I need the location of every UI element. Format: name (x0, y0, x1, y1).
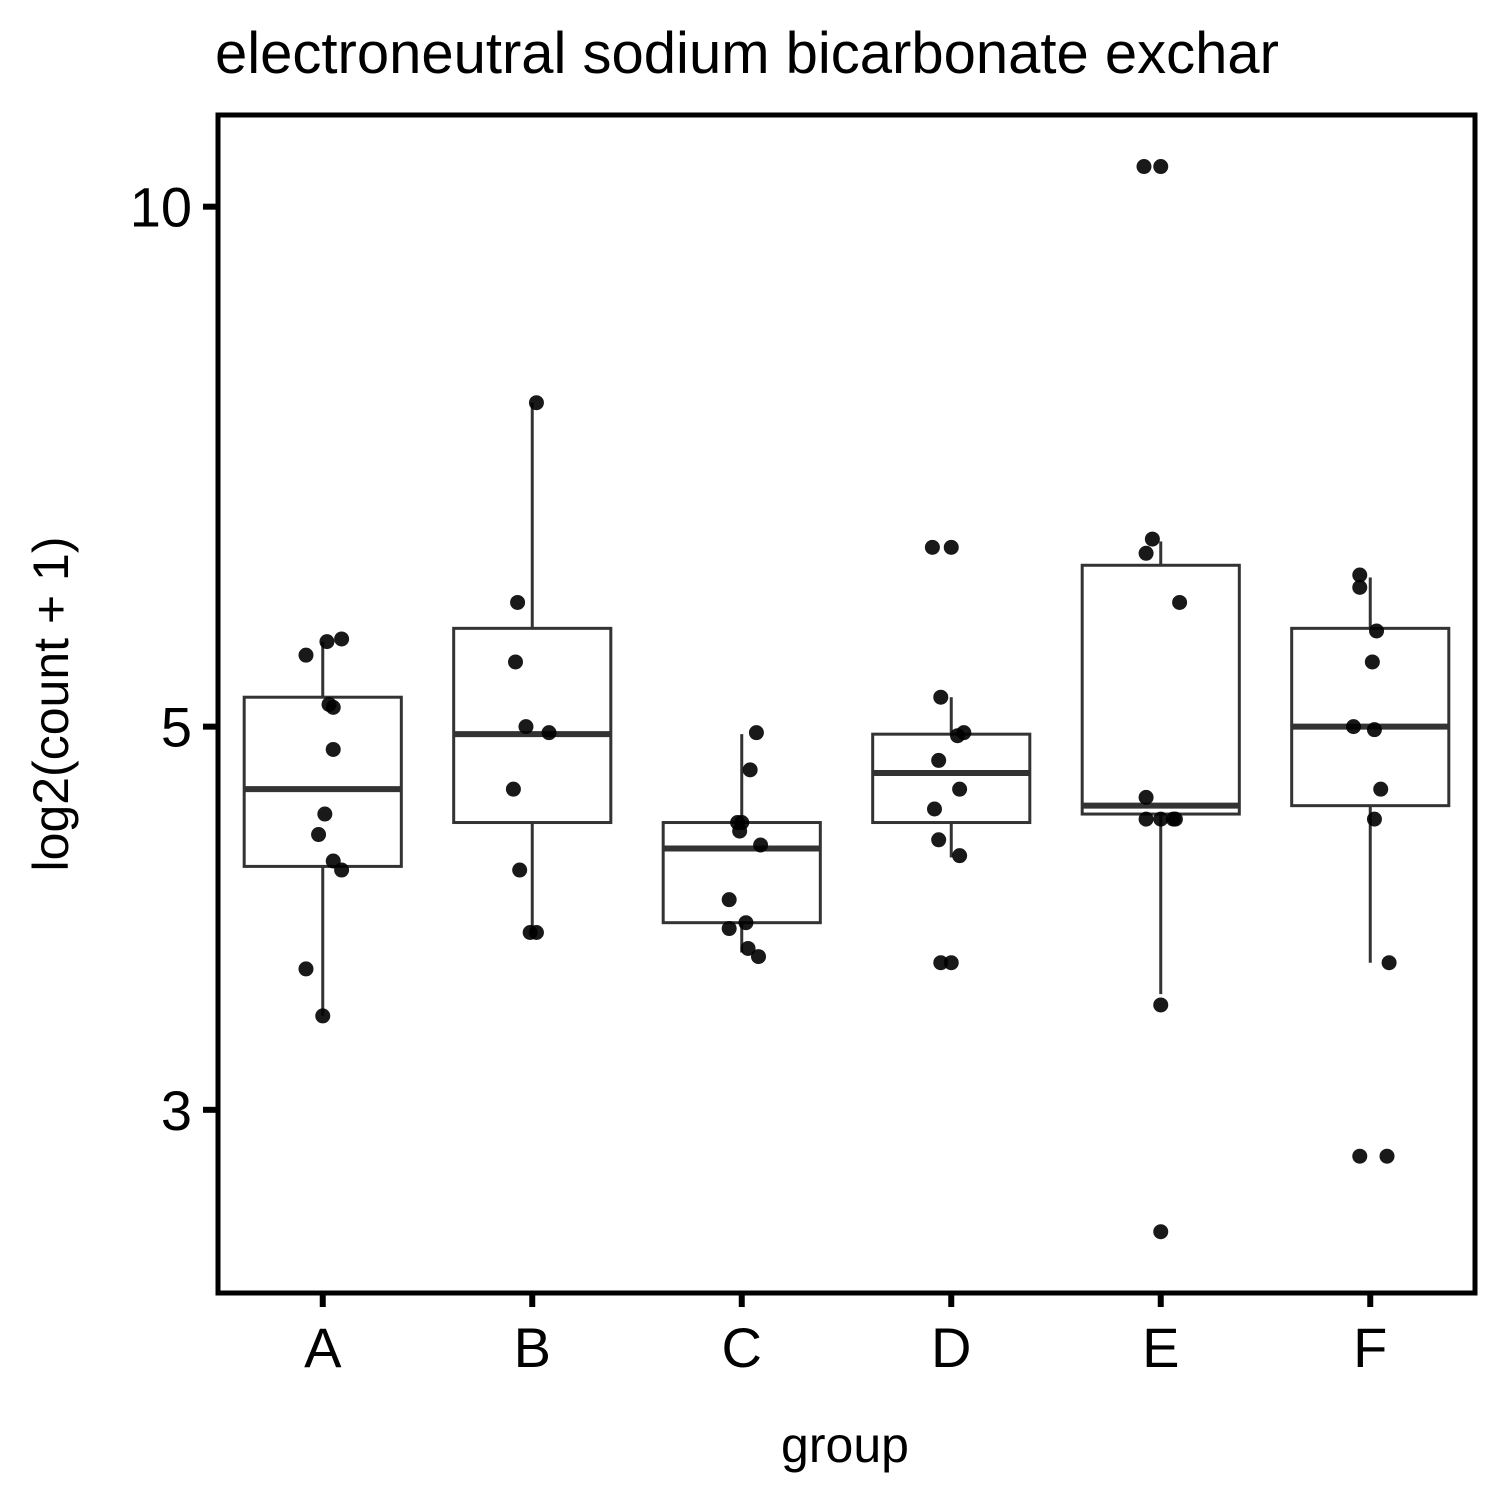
data-point (1379, 1148, 1395, 1164)
data-point (931, 832, 947, 848)
x-tick-label: E (1142, 1316, 1179, 1379)
y-axis: 3 5 10 (130, 176, 218, 1142)
data-point (1136, 159, 1152, 175)
data-point (950, 728, 966, 744)
data-point (1167, 811, 1183, 827)
data-point (1138, 811, 1154, 827)
data-point (505, 781, 521, 797)
x-axis: A B C D E F (304, 1293, 1387, 1379)
x-tick-label: B (514, 1316, 551, 1379)
data-point (924, 539, 940, 555)
data-point (315, 1008, 331, 1024)
data-point (319, 634, 335, 650)
data-point (1345, 719, 1361, 735)
data-point (325, 741, 341, 757)
data-point (1138, 789, 1154, 805)
data-point (325, 699, 341, 715)
data-point (753, 837, 769, 853)
box (1080, 563, 1241, 816)
x-tick-label: D (931, 1316, 971, 1379)
data-point (311, 827, 327, 843)
chart-title: electroneutral sodium bicarbonate exchar (215, 21, 1279, 86)
data-point (748, 725, 764, 741)
data-point (721, 921, 737, 937)
data-point (334, 631, 350, 647)
y-tick-label: 10 (130, 176, 192, 239)
data-point (528, 924, 544, 940)
y-tick-label: 5 (161, 696, 192, 759)
data-point (943, 539, 959, 555)
plot-panel-border (215, 112, 1478, 1296)
box-group-f (1290, 577, 1451, 963)
box-group-d (871, 697, 1032, 858)
data-point (1366, 811, 1382, 827)
data-point (334, 862, 350, 878)
data-point (738, 915, 754, 931)
data-point (1153, 159, 1169, 175)
data-point (1364, 654, 1380, 670)
data-point (1366, 722, 1382, 738)
data-point (528, 395, 544, 411)
data-point (1369, 623, 1385, 639)
data-point (721, 892, 737, 908)
box-group-a (242, 641, 403, 1016)
data-point (1373, 781, 1389, 797)
jitter-points (298, 159, 1397, 1240)
chart-marks (242, 159, 1451, 1240)
y-axis-title: log2(count + 1) (23, 537, 79, 872)
data-point (298, 961, 314, 977)
data-point (512, 862, 528, 878)
data-point (933, 689, 949, 705)
data-point (952, 848, 968, 864)
data-point (1381, 955, 1397, 971)
box (871, 732, 1032, 825)
data-point (926, 801, 942, 817)
box-group-b (452, 402, 613, 933)
data-point (742, 762, 758, 778)
data-point (1138, 545, 1154, 561)
data-point (1144, 531, 1160, 547)
x-tick-label: C (722, 1316, 762, 1379)
data-point (1352, 567, 1368, 583)
box (242, 695, 403, 868)
x-tick-label: A (304, 1316, 342, 1379)
data-point (507, 654, 523, 670)
data-point (740, 940, 756, 956)
box-group-e (1080, 541, 1241, 995)
data-point (952, 781, 968, 797)
data-point (1153, 1224, 1169, 1240)
y-tick-label: 3 (161, 1079, 192, 1142)
data-point (1352, 1148, 1368, 1164)
data-point (931, 752, 947, 768)
box (452, 626, 613, 825)
data-point (1153, 997, 1169, 1013)
data-point (943, 955, 959, 971)
data-point (317, 806, 333, 822)
data-point (1153, 811, 1169, 827)
data-point (298, 647, 314, 663)
x-axis-title: group (781, 1417, 909, 1473)
data-point (751, 949, 767, 965)
data-point (510, 594, 526, 610)
data-point (541, 725, 557, 741)
data-point (1172, 594, 1188, 610)
data-point (1352, 579, 1368, 595)
data-point (933, 955, 949, 971)
x-tick-label: F (1353, 1316, 1387, 1379)
data-point (518, 719, 534, 735)
data-point (732, 823, 748, 839)
